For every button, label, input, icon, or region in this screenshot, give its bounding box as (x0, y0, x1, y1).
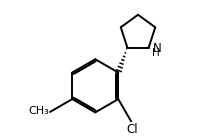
Text: N: N (152, 42, 161, 55)
Text: Cl: Cl (126, 123, 138, 136)
Text: H: H (152, 48, 160, 58)
Text: CH₃: CH₃ (28, 106, 49, 116)
